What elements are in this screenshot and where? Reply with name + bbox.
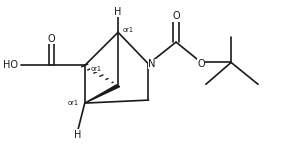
Text: H: H (114, 7, 122, 17)
Polygon shape (85, 85, 120, 103)
Text: N: N (148, 59, 156, 69)
Text: HO: HO (3, 60, 18, 71)
Text: or1: or1 (90, 66, 101, 72)
Text: or1: or1 (123, 27, 134, 33)
Text: O: O (172, 11, 180, 21)
Text: O: O (48, 34, 55, 44)
Text: or1: or1 (68, 100, 79, 106)
Text: H: H (74, 130, 81, 140)
Text: O: O (198, 59, 205, 69)
